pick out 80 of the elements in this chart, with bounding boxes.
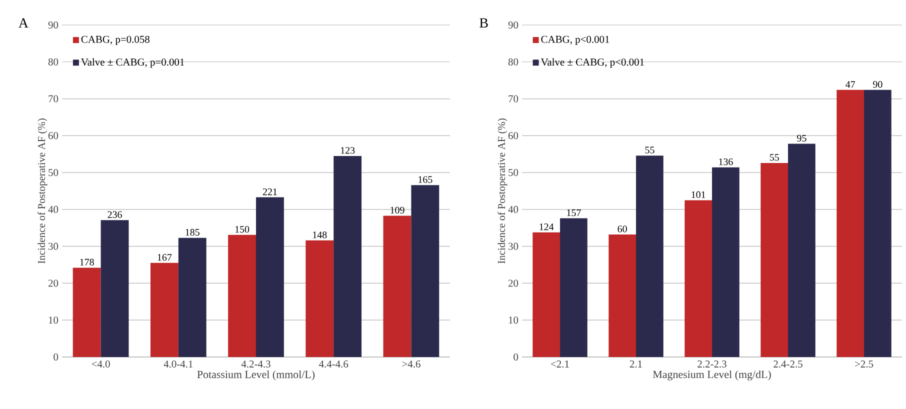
- bar: [256, 197, 284, 357]
- y-tick-label: 60: [508, 132, 518, 140]
- y-tick-label: 70: [48, 95, 58, 102]
- annotation: 109: [390, 206, 404, 214]
- bar: [712, 167, 740, 357]
- annotation: 124: [540, 224, 554, 230]
- bar: [684, 200, 712, 357]
- annotation: 157: [567, 209, 581, 216]
- annotation: 150: [235, 226, 250, 233]
- x-tick-label: 2.1: [630, 360, 642, 368]
- y-tick-label: 60: [48, 132, 58, 140]
- x-tick-label: >2.5: [855, 360, 874, 368]
- y-tick-label: 10: [508, 316, 518, 324]
- y-tick-label: 70: [508, 95, 518, 102]
- y-axis-title: Incidence of Postoperative AF (%): [38, 118, 48, 264]
- chart-title: A: [18, 18, 28, 28]
- y-tick-label: 20: [508, 280, 518, 287]
- x-tick-label: >4.6: [402, 360, 420, 368]
- bar: [411, 185, 440, 357]
- annotation: 55: [770, 154, 779, 161]
- bar: [383, 216, 412, 357]
- y-tick-label: 30: [508, 242, 518, 250]
- annotation: 55: [645, 146, 654, 154]
- x-tick-label: 2.4-2.5: [774, 360, 802, 368]
- x-axis-title: Magnesium Level (mg/dL): [652, 370, 771, 380]
- y-tick-label: 30: [48, 242, 58, 250]
- chart-title: B: [480, 18, 488, 28]
- bar: [228, 234, 256, 357]
- y-tick-label: 40: [508, 206, 518, 213]
- bar: [864, 90, 892, 357]
- x-tick-label: <4.0: [92, 360, 110, 368]
- annotation: 221: [262, 188, 277, 196]
- y-tick-label: 50: [48, 169, 58, 176]
- y-tick-label: 80: [48, 58, 58, 66]
- bar: [306, 240, 334, 357]
- annotation: 148: [313, 232, 327, 238]
- annotation: 178: [80, 258, 94, 266]
- x-tick-label: <2.1: [551, 360, 569, 368]
- y-tick-label: 90: [508, 21, 518, 29]
- bar: [178, 238, 206, 357]
- y-tick-label: 0: [514, 353, 518, 361]
- legend-label: CABG, p=0.058: [81, 36, 150, 45]
- x-axis-title: Potassium Level (mmol/L): [197, 370, 315, 380]
- annotation: 90: [873, 81, 882, 88]
- x-tick-label: 4.2-4.3: [241, 360, 270, 368]
- legend-label: Valve ± CABG, p=0.001: [81, 58, 184, 68]
- bar: [760, 162, 788, 357]
- bar: [608, 234, 636, 357]
- annotation: 185: [186, 228, 200, 236]
- annotation: 95: [797, 134, 806, 142]
- annotation: 167: [158, 254, 172, 261]
- bar: [836, 90, 864, 357]
- bar: [72, 268, 101, 357]
- bar: [788, 144, 816, 357]
- bar: [532, 232, 560, 357]
- bar: [560, 218, 588, 357]
- y-axis-title: Incidence of Postoperative AF (%): [498, 118, 508, 264]
- annotation: 60: [618, 226, 627, 232]
- y-tick-label: 90: [48, 21, 58, 29]
- legend-label: Valve ± CABG, p<0.001: [540, 58, 644, 68]
- y-tick-label: 40: [48, 206, 58, 213]
- annotation: 47: [846, 81, 856, 88]
- bar: [334, 156, 362, 357]
- x-tick-label: 4.4-4.6: [318, 360, 348, 368]
- y-tick-label: 0: [54, 353, 58, 361]
- bar: [150, 262, 178, 357]
- y-tick-label: 20: [48, 280, 58, 287]
- bar: [636, 156, 664, 357]
- legend-label: CABG, p<0.001: [541, 36, 610, 45]
- annotation: 136: [719, 158, 733, 166]
- y-tick-label: 80: [508, 58, 518, 66]
- annotation: 165: [418, 176, 432, 183]
- annotation: 123: [340, 147, 355, 154]
- bar: [100, 220, 129, 357]
- y-tick-label: 10: [48, 316, 58, 324]
- y-tick-label: 50: [508, 169, 518, 176]
- annotation: 236: [108, 211, 122, 218]
- x-tick-label: 4.0-4.1: [164, 360, 193, 368]
- x-tick-label: 2.2-2.3: [698, 360, 726, 368]
- annotation: 101: [692, 191, 706, 198]
